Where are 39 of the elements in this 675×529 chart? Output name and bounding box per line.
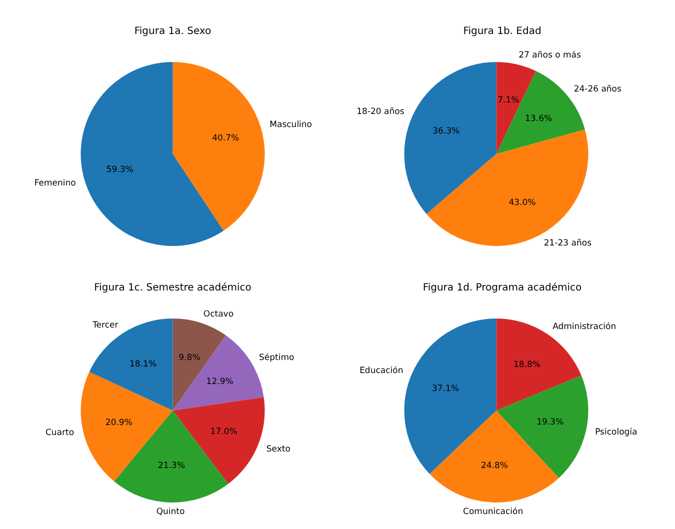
data-label: 37.1% [432, 384, 460, 394]
data-label: 59.3% [106, 165, 134, 176]
data-label: 17.0% [210, 426, 238, 437]
data-label: 36.3% [432, 126, 460, 136]
slice-label: Séptimo [259, 352, 294, 363]
data-label: 24.8% [481, 461, 508, 471]
data-label: 18.8% [513, 360, 540, 370]
data-label: 43.0% [508, 198, 536, 208]
slice-label: 18-20 años [356, 107, 405, 118]
slice-label: Sexto [266, 444, 290, 454]
data-label: 7.1% [498, 95, 520, 106]
chart-title: Figura 1a. Sexo [134, 26, 212, 37]
chart-title: Figura 1b. Edad [463, 26, 542, 37]
slice-label: 24-26 años [574, 84, 622, 94]
data-label: 12.9% [206, 376, 234, 387]
slice-label: Masculino [270, 120, 312, 130]
data-label: 18.1% [130, 359, 157, 370]
pie-slice [172, 62, 265, 231]
data-label: 21.3% [158, 461, 186, 472]
slice-label: Quinto [156, 507, 185, 518]
slice-label: Femenino [34, 178, 76, 188]
data-label: 13.6% [525, 114, 552, 124]
pie-slice [404, 62, 496, 214]
pie-slice [89, 318, 173, 410]
data-label: 19.3% [536, 418, 564, 428]
data-label: 9.8% [178, 353, 200, 364]
chart-title: Figura 1d. Programa académico [422, 282, 582, 294]
data-label: 40.7% [212, 133, 240, 144]
slice-label: Administración [552, 322, 616, 332]
data-label: 20.9% [105, 418, 132, 428]
slice-label: Tercer [92, 320, 119, 331]
slice-label: Psicología [595, 428, 638, 438]
slice-label: Comunicación [463, 506, 524, 517]
slice-label: 27 años o más [518, 50, 582, 61]
slice-label: 21-23 años [544, 238, 592, 249]
slice-label: Octavo [203, 309, 234, 320]
chart-title: Figura 1c. Semestre académico [94, 282, 252, 294]
slice-label: Educación [360, 366, 404, 376]
slice-label: Cuarto [45, 428, 74, 438]
